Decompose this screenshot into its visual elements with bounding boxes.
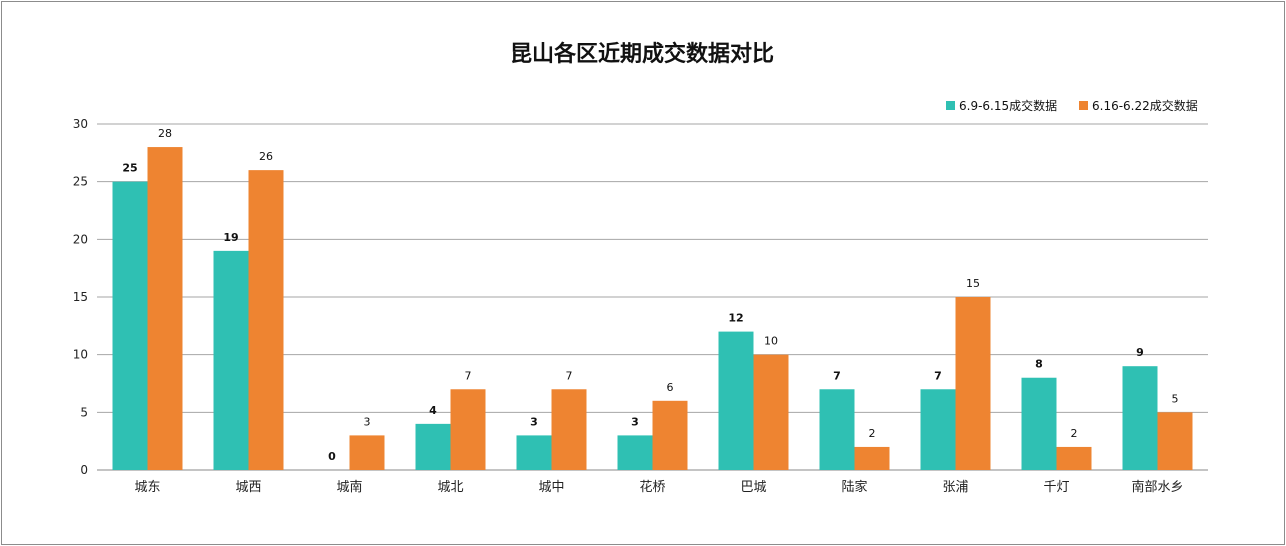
x-tick-label: 南部水乡 [1131, 479, 1183, 495]
data-label-2: 10 [764, 335, 778, 348]
data-label-1: 7 [934, 369, 942, 382]
data-label-1: 7 [833, 369, 841, 382]
data-label-1: 3 [530, 415, 538, 428]
data-label-1: 8 [1035, 358, 1043, 371]
y-tick-label: 20 [73, 232, 88, 246]
bar-1 [617, 435, 653, 470]
data-label-2: 3 [364, 415, 371, 428]
y-tick-label: 0 [80, 463, 88, 477]
y-tick-label: 15 [73, 290, 88, 304]
x-tick-label: 城北 [437, 480, 463, 495]
data-label-2: 6 [667, 381, 674, 394]
y-tick-label: 30 [73, 117, 88, 131]
x-tick-label: 城东 [134, 480, 160, 495]
data-label-1: 0 [328, 450, 336, 463]
data-label-1: 19 [223, 231, 238, 244]
bar-1 [112, 181, 148, 470]
bar-2 [955, 297, 991, 470]
x-tick-label: 城南 [336, 479, 362, 495]
bar-2 [248, 170, 284, 470]
data-label-2: 28 [158, 127, 172, 140]
data-label-1: 4 [429, 404, 437, 417]
x-tick-label: 城西 [235, 480, 261, 495]
bar-2 [1056, 446, 1092, 470]
bar-1 [1122, 366, 1158, 470]
bar-1 [718, 331, 754, 470]
legend-swatch-1 [946, 101, 955, 110]
bar-2 [753, 354, 789, 470]
bar-1 [819, 389, 855, 470]
bar-1 [516, 435, 552, 470]
x-tick-label: 城中 [538, 480, 564, 495]
bar-2 [854, 446, 890, 470]
bar-2 [349, 435, 385, 470]
bar-1 [920, 389, 956, 470]
data-label-2: 15 [966, 277, 980, 290]
bar-1 [415, 423, 451, 470]
data-label-2: 5 [1172, 392, 1179, 405]
x-tick-label: 张浦 [942, 480, 968, 495]
bar-2 [450, 389, 486, 470]
legend-swatch-2 [1079, 101, 1088, 110]
legend-label-2: 6.16-6.22成交数据 [1092, 98, 1198, 113]
bar-1 [213, 250, 249, 470]
data-label-1: 9 [1136, 346, 1144, 359]
bar-1 [1021, 377, 1057, 470]
data-label-1: 25 [122, 162, 137, 175]
x-tick-label: 千灯 [1043, 480, 1069, 495]
legend-label-1: 6.9-6.15成交数据 [959, 98, 1057, 113]
x-tick-label: 陆家 [841, 479, 867, 495]
bar-2 [551, 389, 587, 470]
data-label-2: 7 [566, 369, 573, 382]
bar-2 [147, 147, 183, 471]
chart-title: 昆山各区近期成交数据对比 [509, 41, 774, 67]
data-label-2: 2 [869, 427, 876, 440]
data-label-2: 2 [1071, 427, 1078, 440]
data-label-2: 7 [465, 369, 472, 382]
x-tick-label: 花桥 [639, 479, 665, 495]
bar-2 [652, 400, 688, 470]
data-label-2: 26 [259, 150, 273, 163]
x-tick-label: 巴城 [740, 480, 766, 495]
y-tick-label: 25 [73, 175, 88, 189]
y-tick-label: 10 [73, 348, 88, 362]
data-label-1: 12 [728, 312, 743, 325]
data-label-1: 3 [631, 415, 639, 428]
bar-2 [1157, 412, 1193, 470]
y-tick-label: 5 [80, 405, 88, 419]
